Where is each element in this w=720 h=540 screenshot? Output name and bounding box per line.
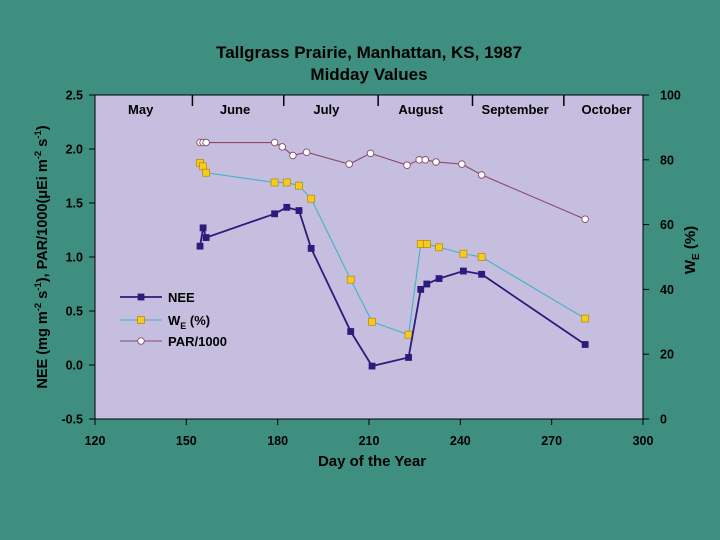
month-label: September bbox=[482, 102, 549, 117]
x-tick-label: 180 bbox=[267, 434, 288, 448]
series-point-1 bbox=[459, 249, 468, 258]
series-point-0 bbox=[405, 354, 412, 361]
legend-marker bbox=[137, 316, 145, 324]
legend-label: WE (%) bbox=[168, 313, 210, 331]
y-left-tick-label: 2.0 bbox=[66, 143, 83, 157]
series-point-1 bbox=[202, 168, 211, 177]
x-axis-label: Day of the Year bbox=[318, 453, 426, 470]
series-point-0 bbox=[196, 242, 204, 250]
x-tick-label: 240 bbox=[450, 434, 471, 448]
y-right-tick-label: 100 bbox=[660, 89, 681, 103]
x-tick-label: 150 bbox=[176, 434, 197, 448]
series-point-0 bbox=[347, 328, 355, 335]
chart-title: Tallgrass Prairie, Manhattan, KS, 1987 bbox=[216, 43, 522, 62]
month-label: May bbox=[128, 102, 154, 117]
y-left-tick-label: 0.5 bbox=[66, 305, 83, 319]
series-point-2 bbox=[421, 156, 430, 164]
legend-marker bbox=[137, 293, 145, 301]
series-point-1 bbox=[199, 162, 207, 171]
series-point-0 bbox=[307, 244, 315, 252]
legend-marker bbox=[137, 337, 145, 345]
series-point-0 bbox=[435, 275, 443, 283]
y-left-tick-label: 2.5 bbox=[66, 89, 83, 103]
series-line-2 bbox=[200, 141, 586, 220]
series-point-1 bbox=[295, 181, 303, 190]
series-point-2 bbox=[202, 138, 210, 147]
y-right-tick-label: 0 bbox=[660, 413, 667, 427]
legend-label: PAR/1000 bbox=[168, 334, 227, 349]
series-point-1 bbox=[422, 240, 431, 248]
y-left-tick-label: 1.5 bbox=[66, 197, 83, 211]
series-point-1 bbox=[346, 275, 355, 284]
series-point-0 bbox=[478, 270, 486, 278]
series-point-0 bbox=[368, 362, 376, 370]
y-right-tick-label: 80 bbox=[660, 153, 674, 167]
series-point-0 bbox=[417, 285, 425, 293]
series-point-2 bbox=[270, 138, 279, 147]
series-point-2 bbox=[345, 160, 353, 168]
month-label: June bbox=[220, 102, 250, 117]
x-tick-label: 120 bbox=[85, 434, 106, 448]
series-point-0 bbox=[271, 210, 279, 218]
series-point-0 bbox=[199, 224, 207, 232]
month-label: August bbox=[398, 102, 443, 117]
x-tick-label: 270 bbox=[541, 434, 562, 448]
series-point-0 bbox=[283, 203, 291, 211]
x-tick-label: 210 bbox=[359, 434, 380, 448]
series-point-2 bbox=[432, 158, 440, 166]
series-point-1 bbox=[270, 178, 279, 187]
y-axis-label-left: NEE (mg m-2 s-1), PAR/1000(μEi m-2 s-1) bbox=[33, 125, 51, 388]
month-label: October bbox=[582, 102, 632, 117]
series-point-2 bbox=[289, 151, 297, 160]
series-point-1 bbox=[435, 243, 443, 252]
series-point-2 bbox=[366, 149, 375, 158]
series-point-1 bbox=[404, 330, 413, 339]
series-point-1 bbox=[477, 253, 486, 261]
series-point-2 bbox=[302, 148, 311, 156]
series-point-1 bbox=[368, 317, 376, 326]
y-right-tick-label: 20 bbox=[660, 348, 674, 362]
y-right-tick-label: 60 bbox=[660, 218, 674, 232]
chart-subtitle: Midday Values bbox=[310, 65, 427, 84]
series-line-1 bbox=[199, 162, 586, 336]
series-point-2 bbox=[415, 156, 423, 164]
series-point-2 bbox=[278, 143, 286, 151]
series-point-0 bbox=[423, 280, 431, 288]
series-point-1 bbox=[282, 178, 291, 187]
series-point-0 bbox=[581, 341, 589, 348]
y-axis-label-right: WE (%) bbox=[682, 226, 702, 274]
x-tick-label: 300 bbox=[633, 434, 654, 448]
month-label: July bbox=[313, 102, 340, 117]
legend-label: NEE bbox=[168, 290, 195, 305]
y-left-tick-label: 1.0 bbox=[66, 251, 83, 265]
plot-area bbox=[94, 94, 644, 420]
series-point-2 bbox=[581, 215, 589, 223]
series-point-0 bbox=[459, 267, 467, 275]
series-point-2 bbox=[477, 171, 486, 179]
series-point-1 bbox=[581, 314, 590, 323]
series-point-0 bbox=[202, 234, 210, 241]
series-line-0 bbox=[199, 206, 586, 368]
series-point-2 bbox=[458, 160, 466, 168]
y-left-tick-label: -0.5 bbox=[61, 413, 83, 427]
series-point-0 bbox=[295, 207, 303, 214]
y-left-tick-label: 0.0 bbox=[66, 359, 83, 373]
y-right-tick-label: 40 bbox=[660, 283, 674, 297]
series-point-2 bbox=[403, 161, 411, 169]
series-point-1 bbox=[307, 194, 316, 203]
